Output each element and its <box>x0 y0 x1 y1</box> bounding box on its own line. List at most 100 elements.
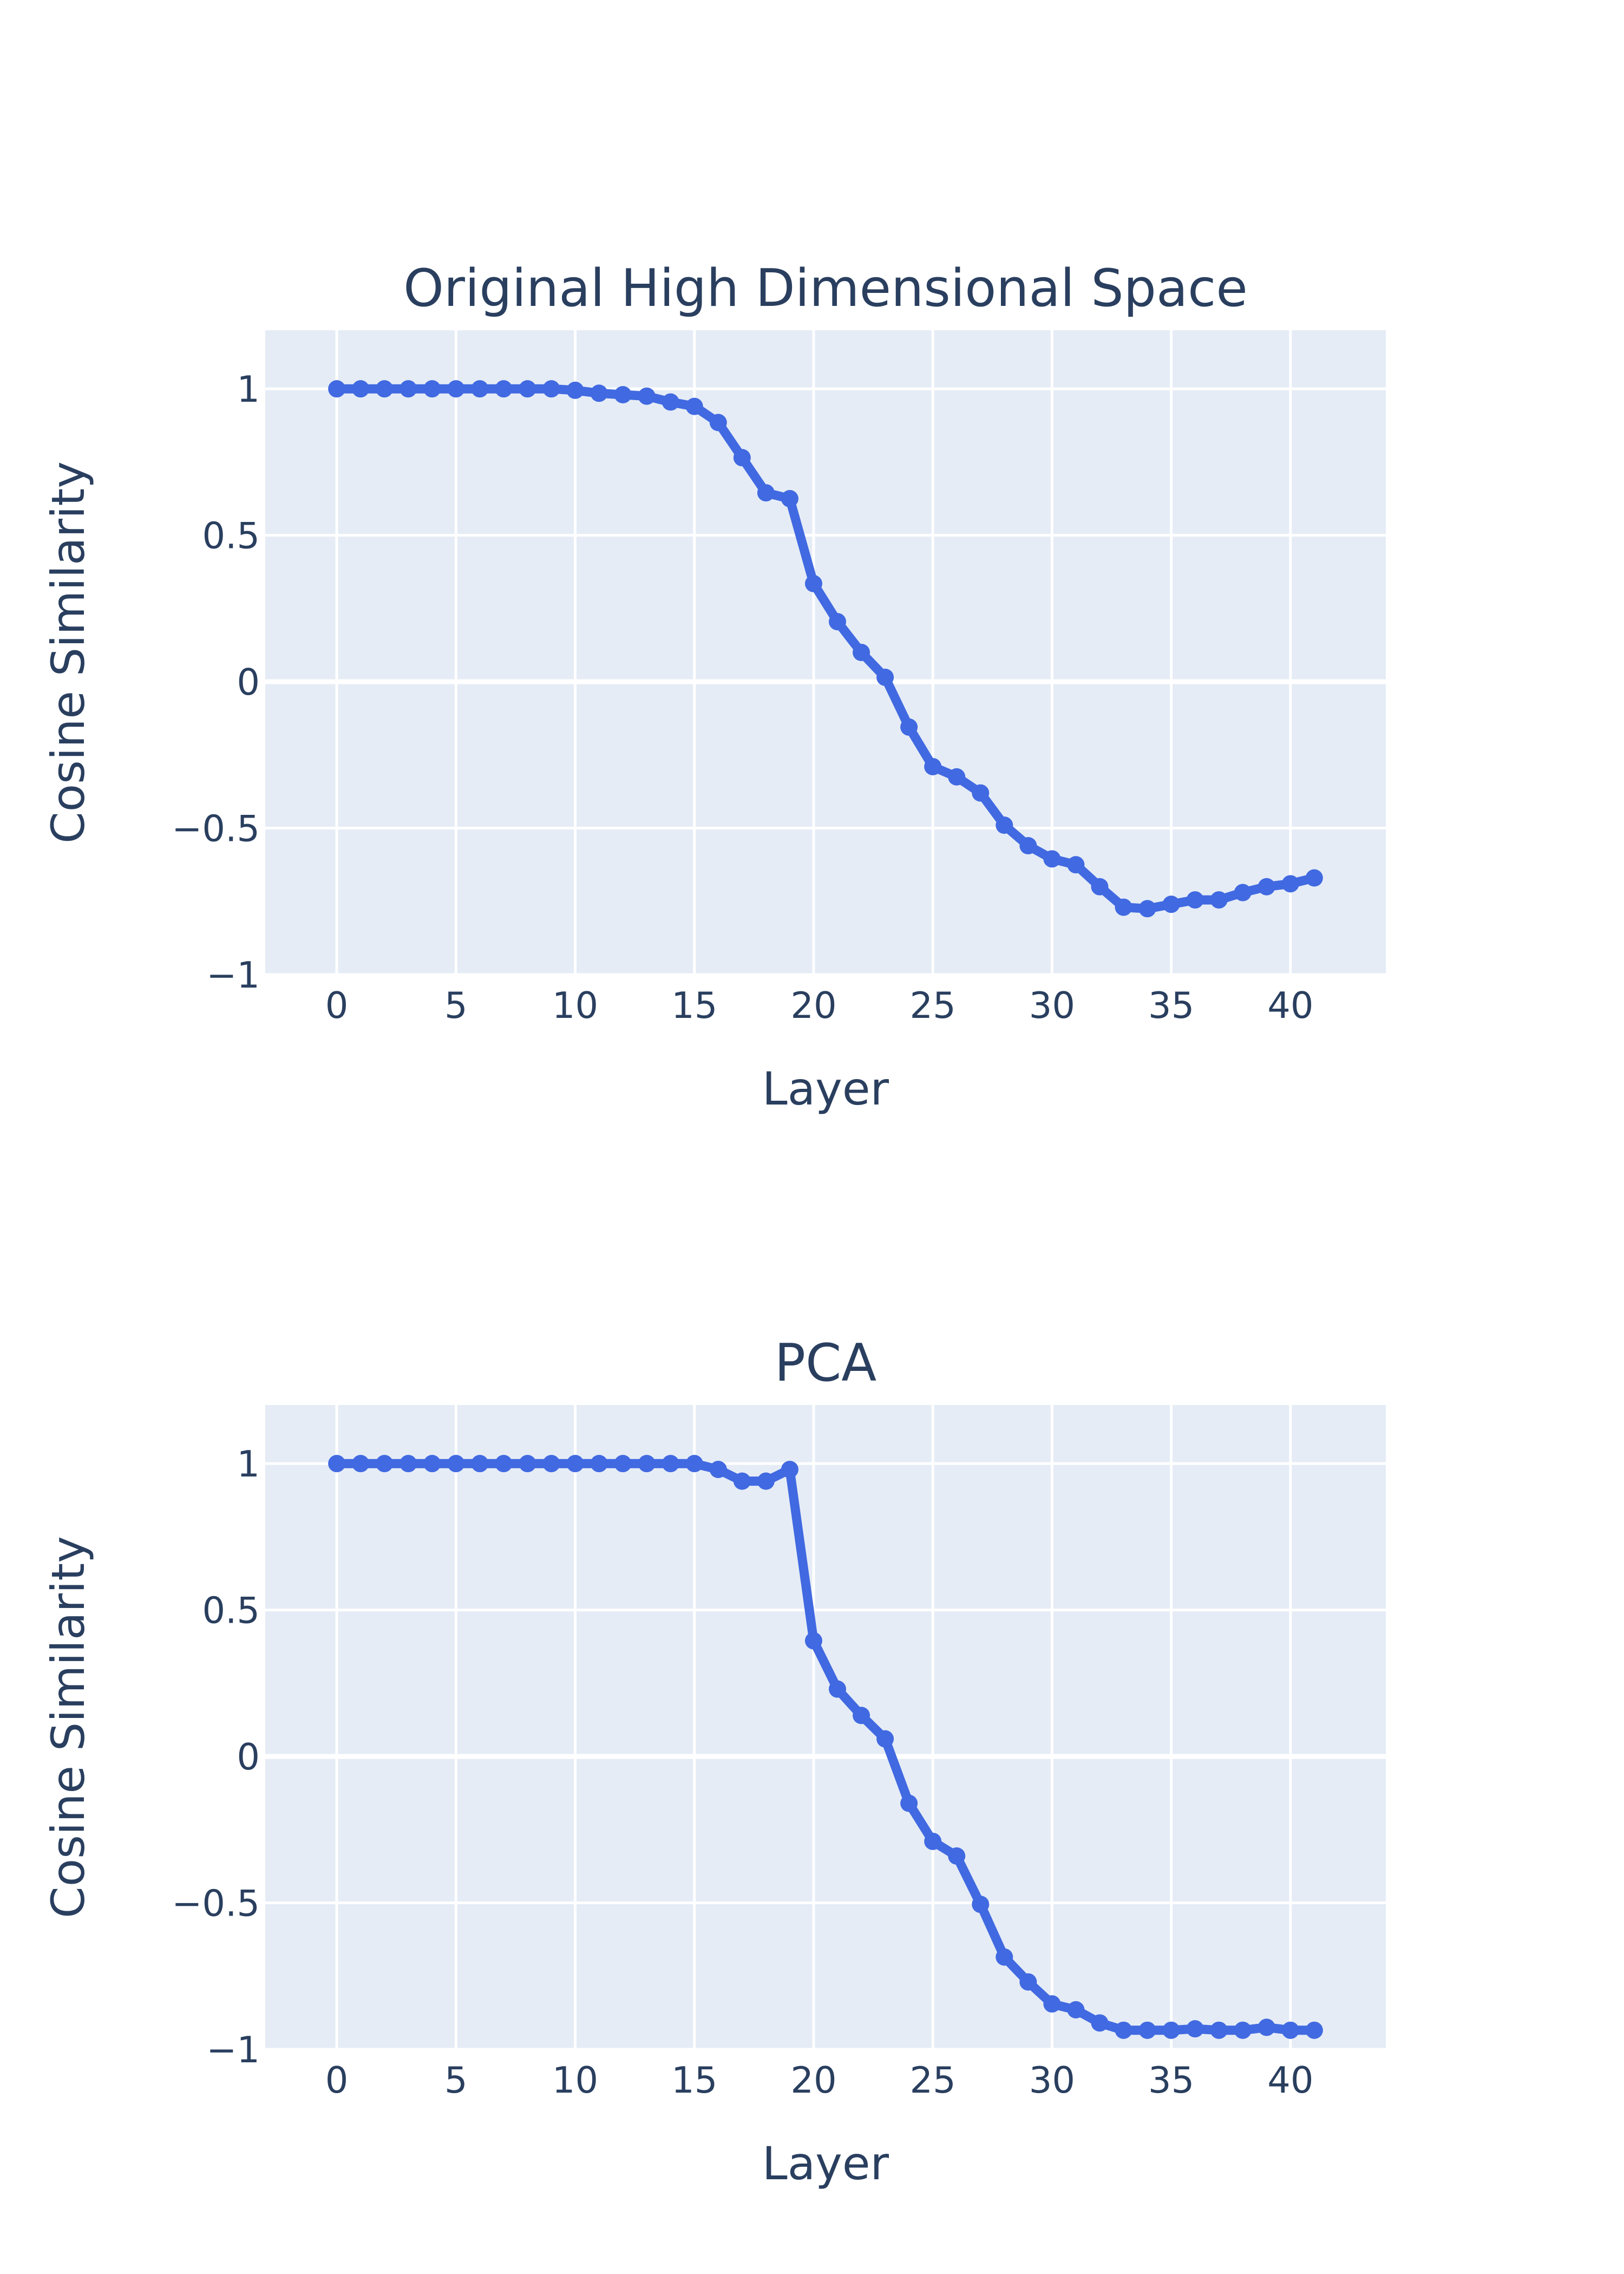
x-axis-title: Layer <box>762 1062 889 1115</box>
x-tick-label: 30 <box>1029 984 1075 1027</box>
data-point <box>1019 1973 1037 1991</box>
data-point <box>781 1461 798 1478</box>
y-axis-title: Cosine Similarity <box>42 461 95 844</box>
data-point <box>1138 900 1156 918</box>
data-point <box>733 449 751 467</box>
x-tick-label: 30 <box>1029 2059 1075 2101</box>
data-point <box>804 574 822 592</box>
data-point <box>1115 898 1132 916</box>
data-point <box>590 1455 608 1473</box>
y-tick-label: −0.5 <box>172 808 260 850</box>
data-point <box>781 490 798 508</box>
data-point <box>709 1461 727 1478</box>
y-axis-title: Cosine Similarity <box>42 1536 95 1918</box>
data-point <box>900 1794 918 1812</box>
x-tick-label: 20 <box>790 2059 836 2101</box>
y-tick-label: −1 <box>206 2029 260 2071</box>
data-point <box>519 380 536 398</box>
x-tick-label: 10 <box>552 984 598 1027</box>
data-point <box>1019 837 1037 854</box>
data-point <box>1067 2001 1085 2018</box>
data-point <box>471 380 489 398</box>
x-tick-label: 25 <box>910 984 956 1027</box>
data-point <box>1091 878 1109 896</box>
data-point <box>614 1455 632 1473</box>
x-tick-label: 15 <box>671 984 717 1027</box>
data-point <box>614 386 632 403</box>
data-point <box>733 1472 751 1490</box>
y-tick-label: −1 <box>206 954 260 996</box>
data-point <box>566 381 584 399</box>
x-tick-label: 35 <box>1148 2059 1194 2101</box>
data-point <box>924 1832 942 1850</box>
data-point <box>1067 856 1085 874</box>
data-point <box>1162 2021 1180 2039</box>
data-point <box>900 718 918 736</box>
plot-area <box>265 1405 1386 2049</box>
y-tick-label: 0 <box>237 661 260 703</box>
data-point <box>352 380 370 398</box>
data-point <box>495 1455 513 1473</box>
plot-area <box>265 330 1386 975</box>
data-point <box>1210 2021 1228 2039</box>
data-point <box>1115 2021 1132 2039</box>
data-point <box>1258 2018 1275 2036</box>
data-point <box>757 1472 775 1490</box>
x-axis-title: Layer <box>762 2137 889 2190</box>
y-tick-label: −0.5 <box>172 1883 260 1925</box>
x-tick-label: 20 <box>790 984 836 1027</box>
data-point <box>1043 850 1061 868</box>
data-point <box>542 1455 560 1473</box>
data-point <box>853 1707 870 1724</box>
data-point <box>1281 875 1299 893</box>
chart-title: PCA <box>775 1334 877 1393</box>
x-tick-label: 40 <box>1267 984 1313 1027</box>
data-point <box>948 768 966 786</box>
data-point <box>662 393 679 411</box>
data-point <box>876 1730 894 1748</box>
data-point <box>853 644 870 661</box>
data-point <box>352 1455 370 1473</box>
data-point <box>471 1455 489 1473</box>
data-point <box>685 397 703 415</box>
data-point <box>376 1455 394 1473</box>
data-point <box>400 380 417 398</box>
data-point <box>996 1948 1013 1966</box>
data-point <box>804 1632 822 1650</box>
data-point <box>662 1455 679 1473</box>
data-point <box>638 1455 656 1473</box>
x-tick-label: 0 <box>325 984 349 1027</box>
data-point <box>757 484 775 502</box>
data-point <box>1186 891 1204 909</box>
data-point <box>1210 891 1228 909</box>
data-point <box>709 414 727 432</box>
x-tick-label: 5 <box>444 2059 468 2101</box>
data-point <box>447 1455 465 1473</box>
data-point <box>495 380 513 398</box>
x-tick-label: 35 <box>1148 984 1194 1027</box>
data-point <box>1281 2021 1299 2039</box>
data-point <box>423 1455 441 1473</box>
data-point <box>972 1896 990 1913</box>
x-tick-label: 0 <box>325 2059 349 2101</box>
data-point <box>1305 869 1323 887</box>
data-point <box>924 757 942 775</box>
data-point <box>972 784 990 802</box>
y-tick-label: 0.5 <box>202 1590 260 1632</box>
data-point <box>685 1455 703 1473</box>
y-tick-label: 0 <box>237 1736 260 1778</box>
data-point <box>1234 2021 1252 2039</box>
data-point <box>400 1455 417 1473</box>
data-point <box>328 1455 346 1473</box>
data-point <box>948 1847 966 1865</box>
data-point <box>996 816 1013 834</box>
data-point <box>566 1455 584 1473</box>
data-point <box>423 380 441 398</box>
data-point <box>542 380 560 398</box>
data-point <box>829 1680 847 1698</box>
x-tick-label: 15 <box>671 2059 717 2101</box>
data-point <box>1234 884 1252 901</box>
y-tick-label: 0.5 <box>202 515 260 557</box>
x-tick-label: 25 <box>910 2059 956 2101</box>
